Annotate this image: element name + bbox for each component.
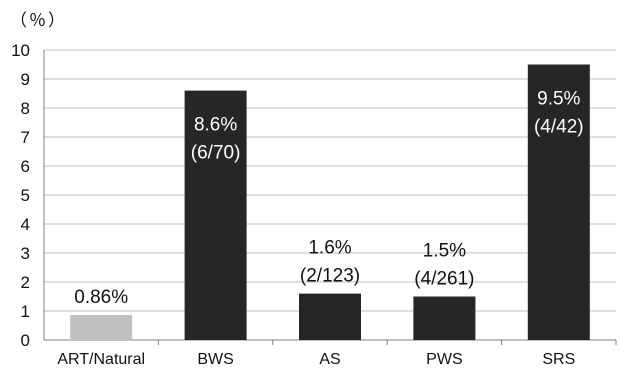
y-tick-label: 2 bbox=[21, 273, 30, 292]
y-tick-label: 4 bbox=[21, 215, 30, 234]
bar-as bbox=[299, 293, 361, 340]
data-label-percent: 1.5% bbox=[423, 241, 466, 262]
x-tick-label: AS bbox=[319, 351, 340, 368]
y-tick-label: 6 bbox=[21, 157, 30, 176]
data-label-percent: 8.6% bbox=[194, 115, 237, 136]
x-tick-label: ART/Natural bbox=[57, 351, 145, 368]
y-tick-label: 9 bbox=[21, 70, 30, 89]
bar-srs bbox=[527, 64, 590, 340]
y-tick-label: 8 bbox=[21, 99, 30, 118]
data-label-count: (4/261) bbox=[414, 269, 474, 290]
data-label-percent: 9.5% bbox=[537, 89, 580, 110]
bar-art-natural bbox=[70, 315, 133, 340]
y-tick-label: 10 bbox=[11, 41, 30, 60]
data-label-count: (2/123) bbox=[300, 266, 360, 287]
data-label-percent: 0.86% bbox=[74, 287, 128, 308]
y-tick-label: 0 bbox=[21, 331, 30, 350]
y-unit-label: （％） bbox=[10, 11, 67, 30]
data-label-count: (4/42) bbox=[534, 117, 584, 138]
x-tick-label: PWS bbox=[426, 351, 462, 368]
x-tick-label: BWS bbox=[197, 351, 233, 368]
data-label-percent: 1.6% bbox=[308, 238, 351, 259]
bar-bws bbox=[184, 90, 247, 340]
y-tick-label: 7 bbox=[21, 128, 30, 147]
data-label-count: (6/70) bbox=[191, 143, 241, 164]
bar-pws bbox=[413, 296, 476, 340]
y-tick-label: 5 bbox=[21, 186, 30, 205]
y-tick-label: 1 bbox=[21, 302, 30, 321]
x-tick-label: SRS bbox=[542, 351, 575, 368]
y-tick-label: 3 bbox=[21, 244, 30, 263]
